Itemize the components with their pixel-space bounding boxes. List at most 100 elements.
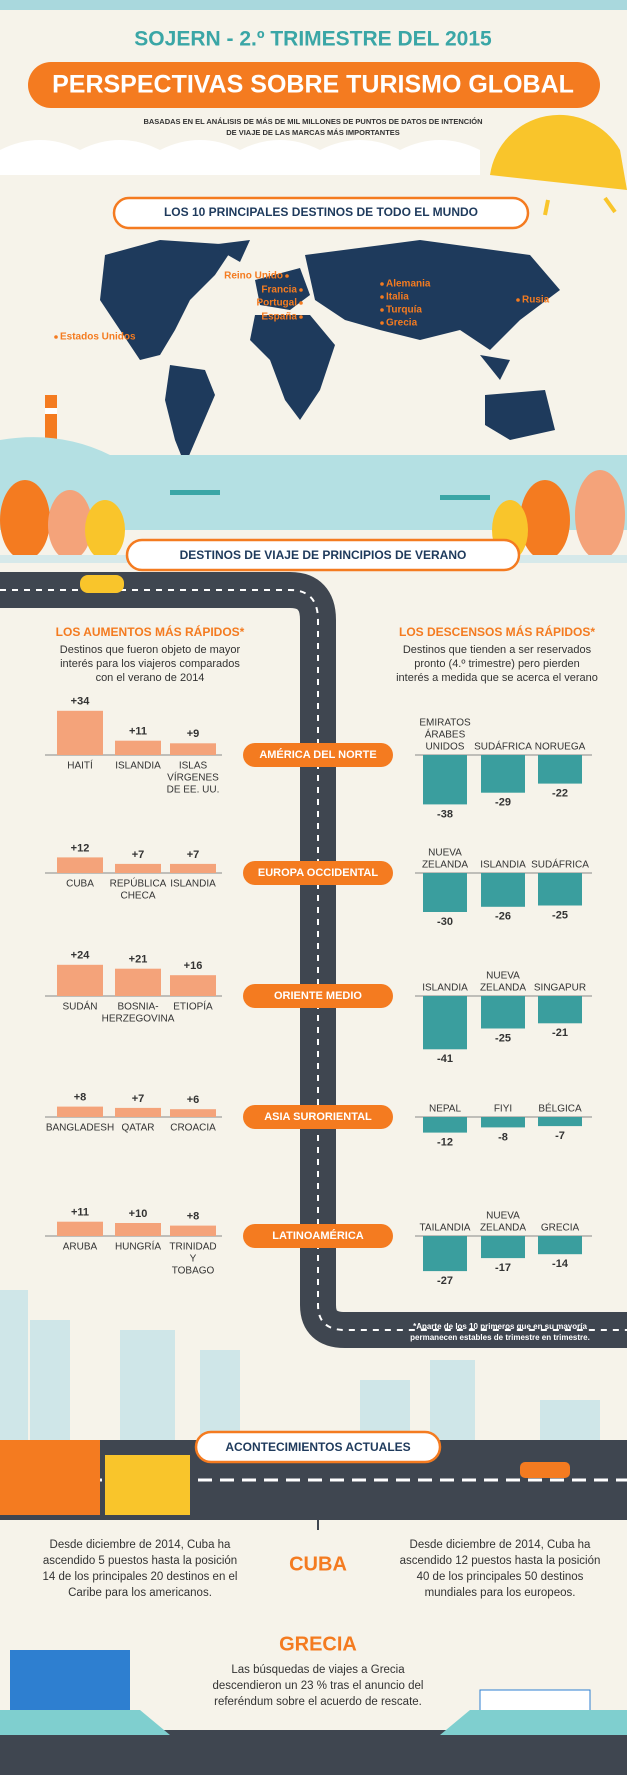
decrease-category: EMIRATOS — [419, 718, 471, 729]
increase-category: BANGLADESH — [46, 1123, 114, 1134]
increase-bar — [170, 1109, 216, 1117]
subtitle: DE VIAJE DE LAS MARCAS MÁS IMPORTANTES — [226, 128, 400, 137]
increase-value: +34 — [71, 696, 91, 708]
increase-category: DE EE. UU. — [167, 785, 220, 796]
subtitle: BASADAS EN EL ANÁLISIS DE MÁS DE MIL MIL… — [143, 117, 482, 126]
increase-value: +6 — [187, 1094, 200, 1106]
clouds — [0, 140, 480, 175]
road-line — [0, 589, 627, 1331]
decrease-category: NUEVA — [486, 1211, 520, 1222]
cuba-right: ascendido 12 puestos hasta la posición — [400, 1555, 601, 1567]
decrease-bar — [481, 1236, 525, 1259]
region-pill — [243, 1105, 393, 1129]
decrease-bar — [423, 996, 467, 1050]
title: SOJERN - 2.º TRIMESTRE DEL 2015 — [134, 28, 492, 51]
increase-value: +24 — [71, 950, 91, 962]
increase-category: ISLAS — [179, 761, 208, 772]
sun-ray — [603, 196, 617, 214]
shore — [0, 1710, 170, 1735]
increase-bar — [57, 964, 103, 996]
increase-value: +10 — [129, 1208, 148, 1220]
map-label: Portugal — [256, 298, 297, 309]
decrease-category: ZELANDA — [480, 1223, 526, 1234]
decrease-value: -30 — [437, 916, 453, 928]
map-dot — [380, 282, 384, 286]
increase-category: HUNGRÍA — [115, 1240, 161, 1253]
map-label: Alemania — [386, 279, 431, 290]
greece-text: Las búsquedas de viajes a Grecia — [231, 1664, 405, 1676]
decrease-category: NORUEGA — [535, 742, 586, 753]
decrease-value: -27 — [437, 1275, 453, 1287]
map-title-box — [112, 196, 530, 230]
map-label: Grecia — [386, 318, 418, 329]
decrease-value: -17 — [495, 1262, 511, 1274]
increase-bar — [57, 710, 103, 755]
region-name: EUROPA OCCIDENTAL — [258, 867, 378, 879]
region-pill — [243, 984, 393, 1008]
increase-bar — [170, 743, 216, 755]
world-map — [100, 240, 560, 465]
increase-category: VÍRGENES — [167, 771, 219, 784]
decreases-description: Destinos que tienden a ser reservados — [403, 644, 592, 656]
wave — [440, 495, 490, 500]
increase-value: +7 — [132, 849, 145, 861]
decrease-bar — [481, 873, 525, 907]
decrease-category: ISLANDIA — [480, 860, 526, 871]
map-dot — [516, 298, 520, 302]
decrease-value: -22 — [552, 788, 568, 800]
decrease-category: SUDÁFRICA — [474, 740, 532, 753]
increase-category: HERZEGOVINA — [102, 1014, 175, 1025]
increase-value: +7 — [132, 1093, 145, 1105]
bottom-street — [0, 1730, 627, 1775]
increase-value: +12 — [71, 842, 90, 854]
map-dot — [380, 308, 384, 312]
footnote: *Aparte de los 10 primeros que en su may… — [413, 1322, 587, 1331]
decrease-category: ZELANDA — [422, 860, 468, 871]
map-label: Francia — [261, 285, 297, 296]
decreases-description: interés a medida que se acerca el verano — [396, 672, 598, 684]
increases-title: LOS AUMENTOS MÁS RÁPIDOS* — [56, 624, 245, 639]
increase-bar — [115, 1107, 161, 1117]
increase-bar — [170, 863, 216, 873]
cuba-left: Caribe para los americanos. — [68, 1587, 212, 1599]
decrease-bar — [423, 873, 467, 912]
car — [520, 1462, 570, 1478]
increase-value: +9 — [187, 728, 200, 740]
increase-bar — [115, 1223, 161, 1236]
top-band — [0, 0, 627, 10]
decrease-value: -14 — [552, 1258, 569, 1270]
decrease-bar — [423, 755, 467, 805]
summer-title: DESTINOS DE VIAJE DE PRINCIPIOS DE VERAN… — [180, 548, 467, 562]
decrease-value: -25 — [495, 1032, 511, 1044]
map-dot — [54, 335, 58, 339]
decrease-category: NUEVA — [486, 971, 520, 982]
decrease-category: FIYI — [494, 1104, 512, 1115]
region-name: ASIA SURORIENTAL — [264, 1111, 372, 1123]
increase-bar — [170, 975, 216, 996]
banner-bg — [28, 62, 600, 108]
decrease-bar — [481, 1117, 525, 1128]
decreases-description: pronto (4.º trimestre) pero pierden — [414, 658, 579, 670]
increase-category: CROACIA — [170, 1123, 216, 1134]
increase-category: QATAR — [122, 1123, 155, 1134]
increase-category: CUBA — [66, 879, 94, 890]
map-label: Reino Unido — [224, 271, 283, 282]
building — [0, 1440, 100, 1515]
region-name: ORIENTE MEDIO — [274, 990, 362, 1002]
increase-bar — [57, 1221, 103, 1236]
building — [105, 1455, 190, 1515]
increase-value: +8 — [74, 1092, 87, 1104]
greece-title: GRECIA — [279, 1633, 357, 1655]
increase-bar — [57, 1106, 103, 1117]
sun-ray — [543, 199, 550, 216]
sea — [0, 437, 627, 530]
map-dot — [380, 295, 384, 299]
decrease-value: -12 — [437, 1137, 453, 1149]
increases-description: con el verano de 2014 — [96, 672, 205, 684]
decrease-bar — [538, 755, 582, 784]
lighthouse-stripe — [45, 408, 57, 414]
decrease-category: ISLANDIA — [422, 983, 468, 994]
increase-value: +11 — [71, 1207, 89, 1219]
increase-bar — [115, 740, 161, 755]
region-pill — [243, 743, 393, 767]
